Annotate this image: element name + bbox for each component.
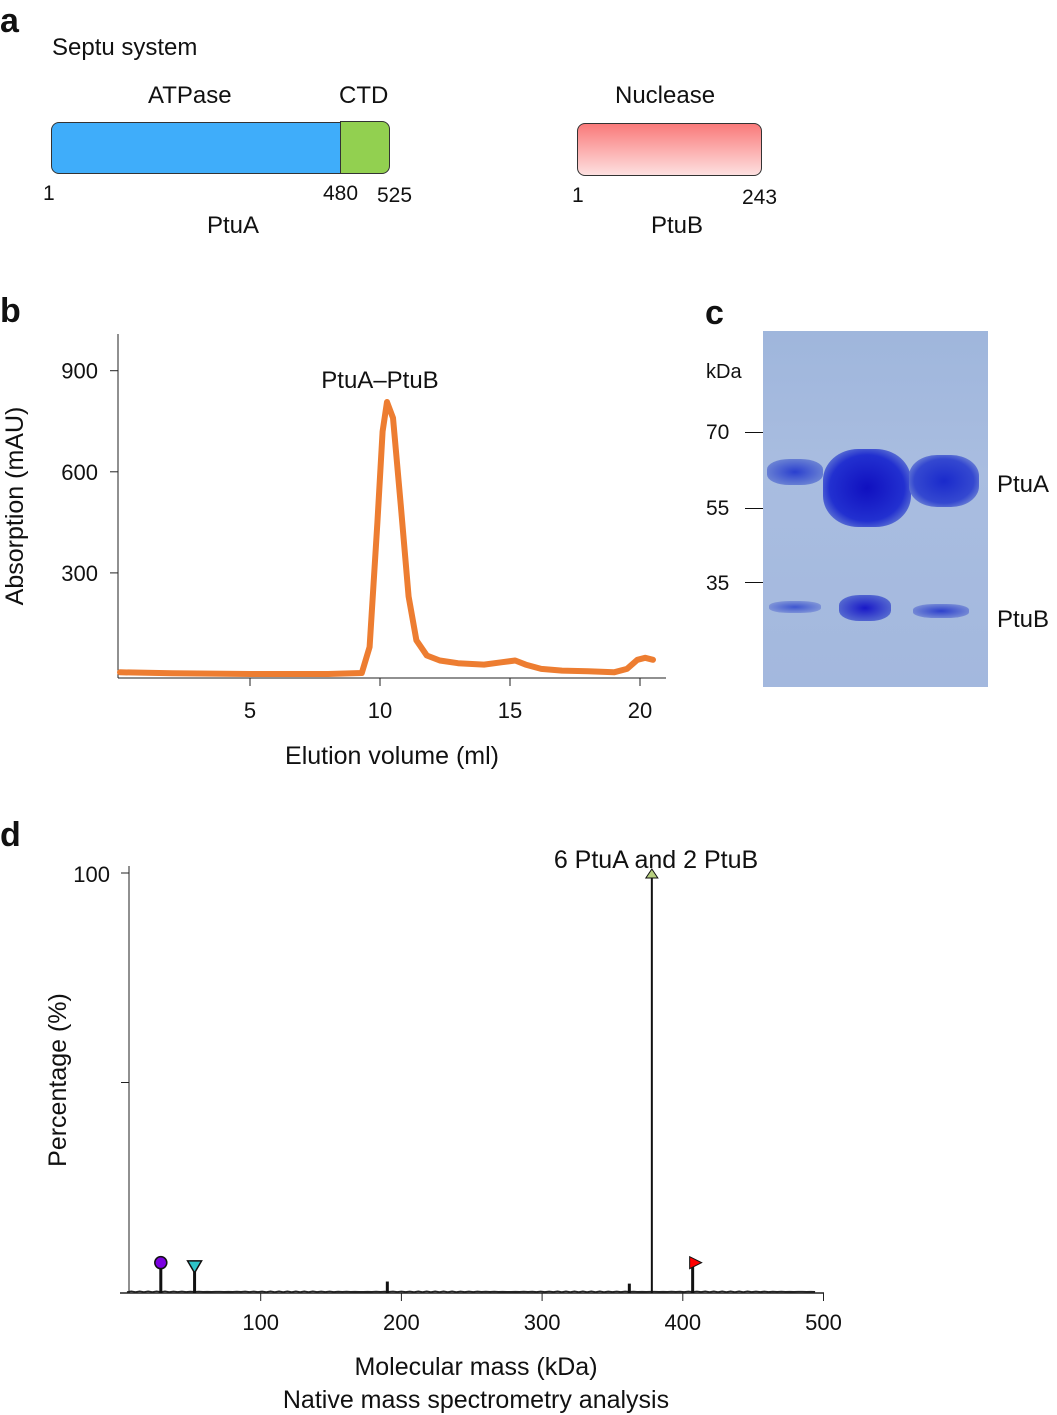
ctd-label: CTD (339, 82, 389, 109)
x-tick-label: 200 (383, 1310, 420, 1335)
ptua-band-lane2 (823, 449, 911, 527)
y-tick-label: 600 (61, 460, 98, 485)
elution-curve (117, 399, 656, 677)
atpase-domain (51, 122, 341, 174)
ptub-band-lane1 (769, 601, 821, 613)
x-tick-label: 15 (498, 698, 522, 723)
x-axis-label: Elution volume (ml) (285, 742, 499, 770)
panel-d-label: d (0, 816, 21, 854)
y-axis-label: Absorption (mAU) (1, 407, 29, 606)
marker-70: 70 (706, 421, 730, 444)
x-tick-label: 10 (368, 698, 392, 723)
circle-marker (154, 1255, 168, 1270)
marker-tick-55 (745, 508, 763, 509)
nuclease-label: Nuclease (615, 82, 716, 109)
x-tick-label: 100 (242, 1310, 279, 1335)
ptub-band-lane3 (913, 604, 969, 618)
ptua-name: PtuA (207, 212, 260, 239)
marker-tick-70 (745, 432, 763, 433)
sds-page-gel (763, 331, 988, 687)
ptub-start: 1 (572, 184, 584, 207)
baseline-noise (126, 1290, 816, 1293)
y-tick-label: 900 (61, 359, 98, 384)
panel-c-label: c (705, 294, 724, 332)
marker-55: 55 (706, 497, 730, 520)
x-tick-label: 500 (805, 1310, 842, 1335)
triangle-up-marker (644, 868, 659, 879)
y-axis-label: Percentage (%) (44, 993, 72, 1167)
ptua-band-lane1 (767, 459, 823, 485)
x-tick-label: 20 (628, 698, 652, 723)
x-tick-label: 300 (524, 1310, 561, 1335)
triangle-down-marker (186, 1260, 203, 1275)
panel-a-label: a (0, 2, 19, 40)
x-tick-label: 5 (244, 698, 256, 723)
chromatogram-chart: 300 600 900 5 10 15 20 Elution volume (ml) Absor… (1, 334, 666, 770)
septu-title: Septu system (52, 34, 198, 61)
marker-tick-35 (745, 582, 763, 583)
ptua-end: 525 (377, 184, 413, 207)
panel-b-label: b (0, 292, 21, 330)
ptub-band-label: PtuB (997, 606, 1050, 633)
atpase-label: ATPase (148, 82, 232, 109)
chart-caption: Native mass spectrometry analysis (283, 1386, 669, 1414)
ptua-band-lane3 (909, 455, 979, 507)
peak-annotation: PtuA–PtuB (321, 367, 438, 394)
y-tick-label: 100 (73, 862, 110, 887)
flag-marker (689, 1255, 703, 1270)
ptua-band-label: PtuA (997, 471, 1050, 498)
ptub-band-lane2 (839, 595, 891, 621)
y-tick-label: 300 (61, 561, 98, 586)
mass-spec-chart: 100 100 200 300 400 500 Molecular mass (kDa) Na… (44, 846, 842, 1414)
x-axis-label: Molecular mass (kDa) (354, 1353, 597, 1381)
ctd-domain (340, 121, 390, 174)
ptua-start: 1 (43, 182, 55, 205)
marker-35: 35 (706, 572, 730, 595)
peak-title: 6 PtuA and 2 PtuB (554, 846, 758, 874)
ptub-name: PtuB (651, 212, 704, 239)
nuclease-domain (577, 123, 762, 176)
kda-label: kDa (706, 361, 742, 383)
ptub-end: 243 (742, 186, 778, 209)
x-tick-label: 400 (664, 1310, 701, 1335)
ptua-boundary: 480 (323, 182, 359, 205)
